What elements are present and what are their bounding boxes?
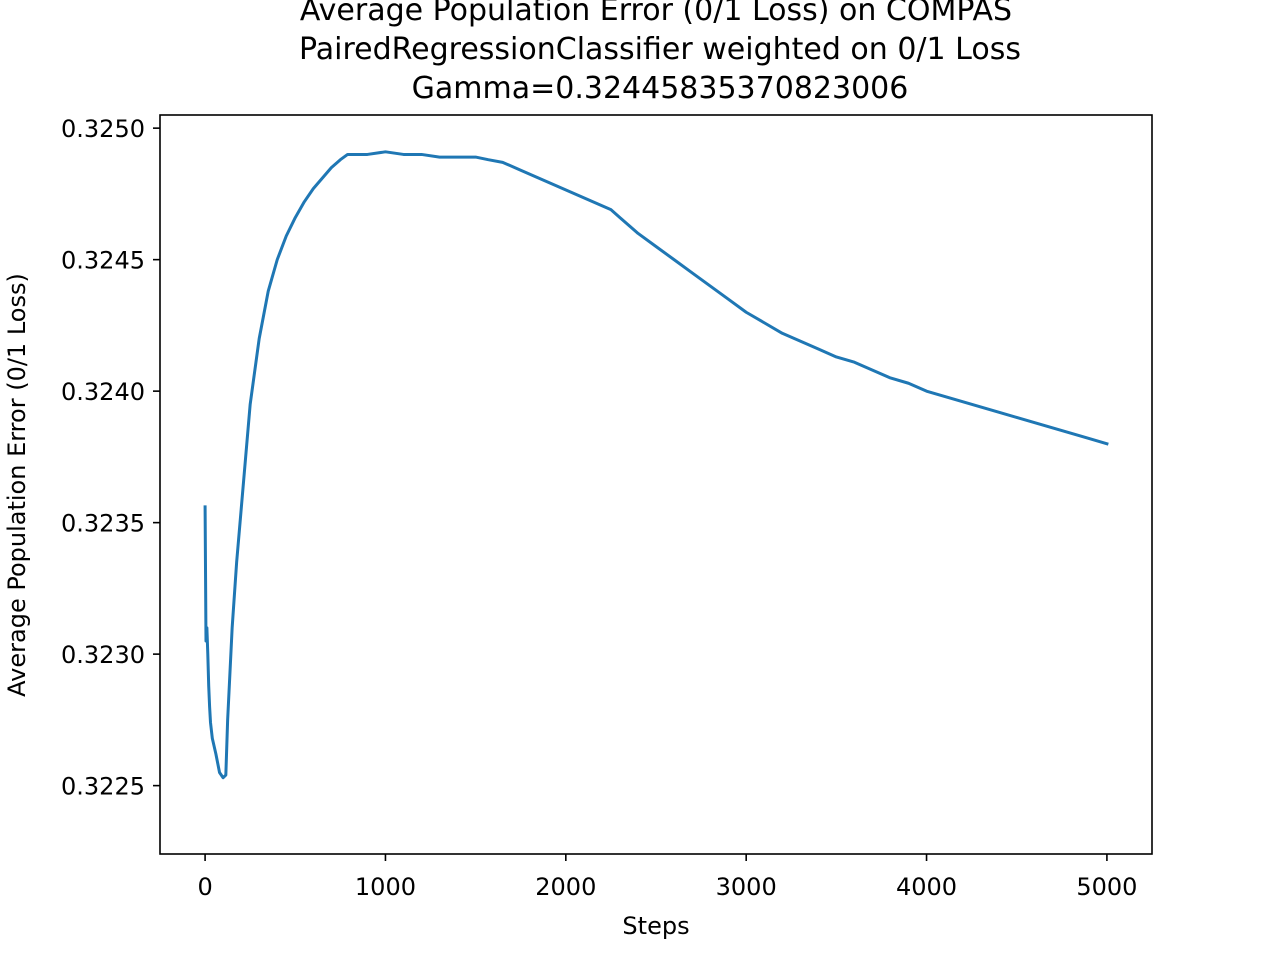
x-tick-label: 0 [197, 873, 212, 901]
y-tick-label: 0.3245 [61, 247, 145, 275]
x-tick-label: 4000 [896, 873, 957, 901]
x-tick-label: 5000 [1076, 873, 1137, 901]
chart-title-line-2: PairedRegressionClassifier weighted on 0… [299, 32, 1021, 67]
x-tick-label: 1000 [355, 873, 416, 901]
y-tick-label: 0.3250 [61, 115, 145, 143]
x-axis-ticks: 0 1000 2000 3000 4000 5000 [197, 854, 1137, 901]
y-axis-label: Average Population Error (0/1 Loss) [3, 273, 31, 697]
chart-title-line-1: Average Population Error (0/1 Loss) on C… [300, 0, 1012, 28]
series-line-0 [205, 152, 1107, 778]
chart-title-line-3: Gamma=0.32445835370823006 [412, 71, 909, 106]
y-tick-label: 0.3225 [61, 773, 145, 801]
x-tick-label: 3000 [716, 873, 777, 901]
plot-frame [160, 115, 1152, 854]
y-tick-label: 0.3230 [61, 641, 145, 669]
chart-title: Average Population Error (0/1 Loss) on C… [299, 0, 1021, 106]
x-tick-label: 2000 [535, 873, 596, 901]
y-axis-ticks: 0.3225 0.3230 0.3235 0.3240 0.3245 0.3250 [61, 115, 160, 800]
y-tick-label: 0.3235 [61, 510, 145, 538]
y-tick-label: 0.3240 [61, 378, 145, 406]
plot-area [160, 115, 1152, 854]
x-axis-label: Steps [622, 912, 689, 940]
